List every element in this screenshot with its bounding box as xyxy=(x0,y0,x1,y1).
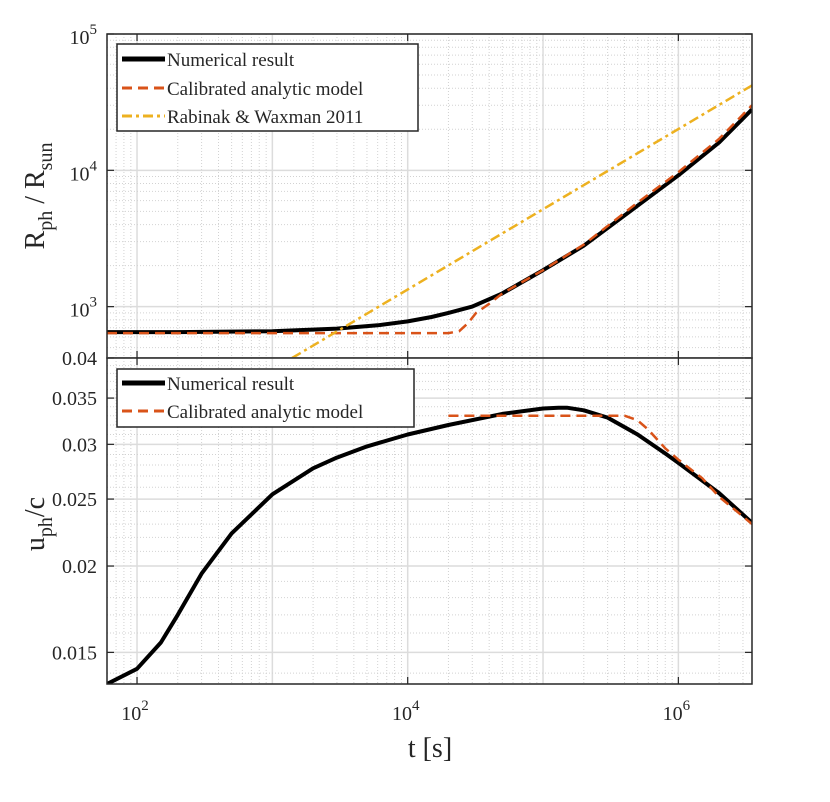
bottom-axes-box xyxy=(106,357,753,685)
xtick-label: 106 xyxy=(663,698,691,725)
bottom-series-numerical-result xyxy=(107,405,752,684)
xlabel: t [s] xyxy=(408,733,452,764)
top-ticks: 103 104 105 xyxy=(70,22,752,322)
bottom-legend-box xyxy=(116,368,415,428)
bottom-legend: Numerical result Calibrated analytic mod… xyxy=(116,368,415,428)
bottom-ticks: 0.015 0.02 0.025 0.03 0.035 0.04 102 104 106 xyxy=(52,34,752,725)
bottom-legend-label-numerical: Numerical result xyxy=(167,374,295,395)
bottom-ytick-label: 0.015 xyxy=(52,642,97,664)
top-ytick-label: 105 xyxy=(70,22,98,49)
top-legend: Numerical result Calibrated analytic mod… xyxy=(116,43,419,132)
bottom-panel: 0.015 0.02 0.025 0.03 0.035 0.04 102 104 106 uph… xyxy=(20,34,753,764)
top-series xyxy=(107,84,752,358)
xtick-label: 102 xyxy=(121,698,149,725)
top-series-calibrated-analytic-model xyxy=(107,104,752,335)
top-legend-label-numerical: Numerical result xyxy=(167,50,295,71)
top-legend-label-rw: Rabinak & Waxman 2011 xyxy=(167,107,363,128)
bottom-ytick-label: 0.035 xyxy=(52,388,97,410)
top-ytick-label: 104 xyxy=(70,158,98,185)
top-legend-box xyxy=(116,43,419,132)
top-series-rabinak-waxman-2011 xyxy=(291,84,752,358)
bottom-ytick-label: 0.025 xyxy=(52,489,97,511)
bottom-legend-label-analytic: Calibrated analytic model xyxy=(167,402,363,423)
top-panel: 103 104 105 Rph / Rsun Numerical result Ca… xyxy=(20,22,753,359)
xtick-label: 104 xyxy=(392,698,420,725)
bottom-series-calibrated-analytic-model xyxy=(448,414,752,526)
bottom-series xyxy=(107,405,752,684)
bottom-ylabel: uph/c xyxy=(20,497,57,551)
bottom-ytick-label: 0.02 xyxy=(62,556,97,578)
top-legend-label-analytic: Calibrated analytic model xyxy=(167,79,363,100)
top-ytick-label: 103 xyxy=(70,295,98,322)
top-series-numerical-result xyxy=(107,107,752,335)
bottom-ytick-label: 0.03 xyxy=(62,434,97,456)
top-ylabel: Rph / Rsun xyxy=(20,143,57,250)
bottom-ytick-label: 0.04 xyxy=(62,348,97,370)
